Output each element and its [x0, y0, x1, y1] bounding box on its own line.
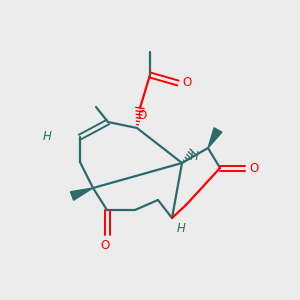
Text: O: O [182, 76, 191, 88]
Text: H: H [190, 149, 199, 163]
Text: H: H [177, 221, 186, 235]
Text: O: O [137, 109, 147, 122]
Polygon shape [70, 188, 93, 200]
Text: H: H [43, 130, 52, 143]
Polygon shape [208, 128, 222, 148]
Text: O: O [249, 161, 258, 175]
Text: O: O [100, 239, 109, 252]
